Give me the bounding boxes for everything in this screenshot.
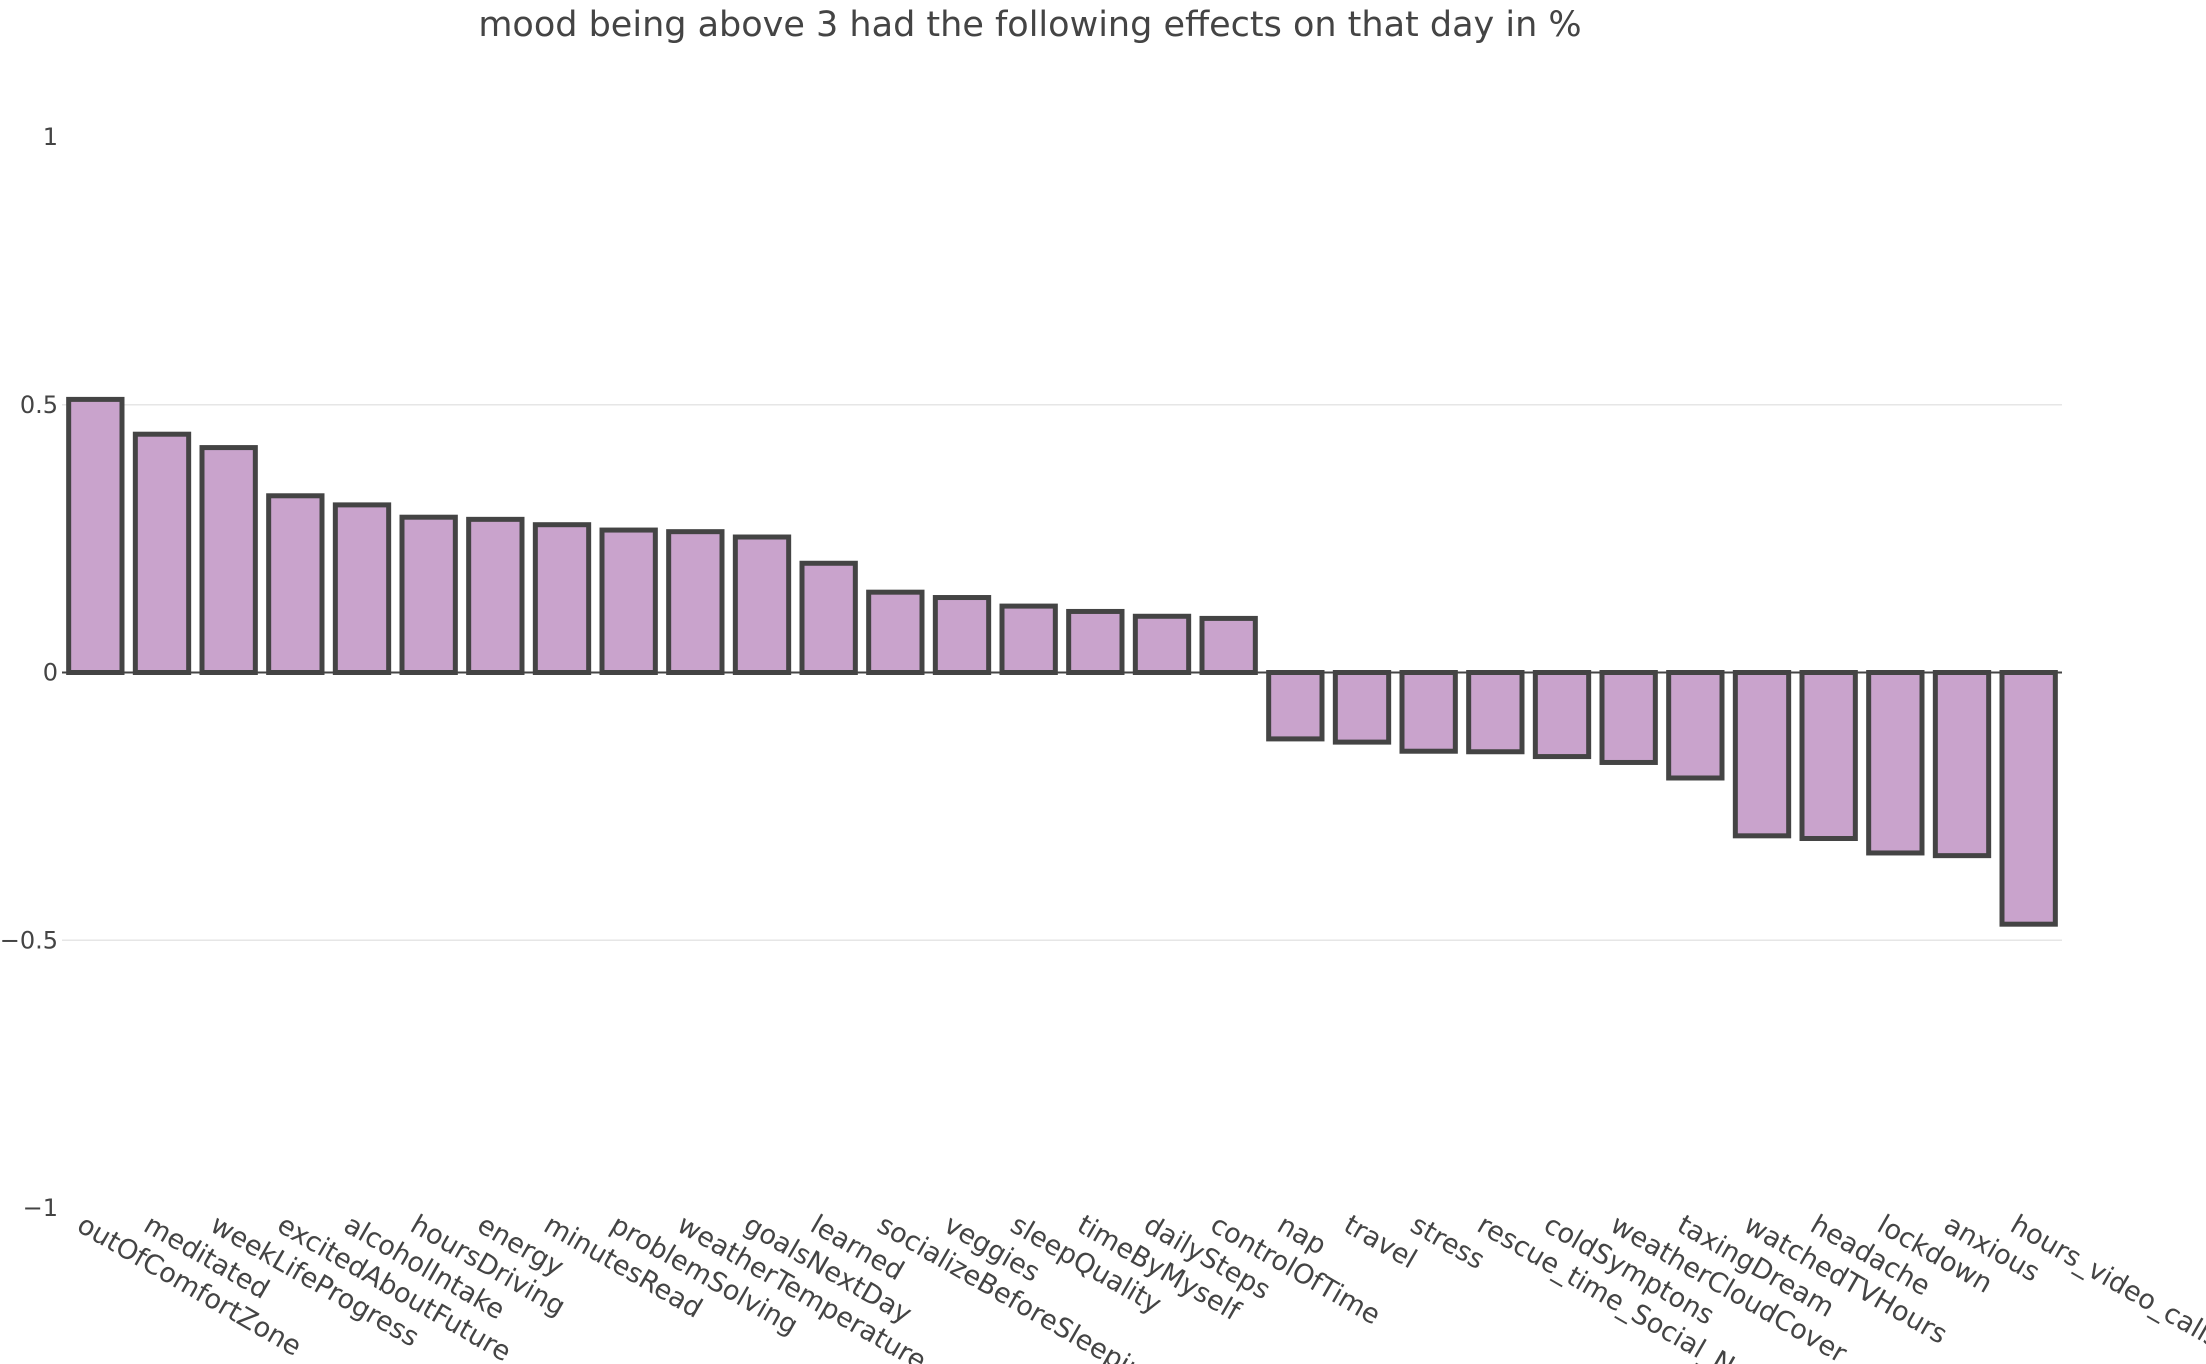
bar-weatherTemperature	[666, 529, 725, 676]
x-tick-label: stress	[1405, 1209, 1490, 1276]
bar-minutesRead	[532, 522, 592, 676]
bar-weatherCloudCover	[1599, 670, 1658, 765]
y-tick-label: 0.5	[20, 391, 58, 419]
y-tick-label: 1	[43, 123, 58, 151]
bar-nap	[1266, 670, 1325, 742]
bar-hours_video_calls	[1999, 670, 2058, 927]
bar-headache	[1799, 670, 1858, 842]
bar-rescue_time_Social_Netwo	[1466, 670, 1525, 755]
bar-watchedTVHours	[1732, 670, 1792, 839]
gridlines	[62, 404, 2062, 941]
bar-taxingDream	[1666, 670, 1725, 781]
bar-problemSolving	[599, 527, 658, 675]
x-tick-label: hours_video_calls	[2005, 1209, 2206, 1354]
bar-outOfComfortZone	[66, 396, 125, 675]
bar-anxious	[1932, 670, 1992, 859]
bar-socializeBeforeSleeping	[866, 589, 925, 675]
chart-title: mood being above 3 had the following eff…	[478, 5, 1581, 45]
y-tick-label: 0	[43, 659, 58, 687]
y-tick-label: −0.5	[0, 926, 58, 954]
bar-travel	[1332, 670, 1392, 745]
y-tick-label: −1	[23, 1194, 58, 1222]
bar-dailySteps	[1132, 613, 1192, 676]
bar-stress	[1399, 670, 1458, 754]
bar-energy	[466, 516, 525, 675]
bar-alcoholIntake	[332, 502, 392, 675]
bar-meditated	[132, 431, 192, 676]
bar-goalsNextDay	[732, 534, 792, 675]
bar-sleepQuality	[999, 603, 1058, 676]
bar-excitedAboutFuture	[266, 493, 325, 675]
x-tick-label: travel	[1339, 1209, 1422, 1275]
x-axis-labels: outOfComfortZonemeditatedweekLifeProgres…	[72, 1209, 2206, 1364]
bar-coldSymptons	[1532, 670, 1592, 760]
bars	[66, 396, 2058, 927]
bar-controlOfTime	[1199, 615, 1258, 675]
bar-weekLifeProgress	[199, 445, 258, 675]
bar-timeByMyself	[1066, 608, 1125, 676]
bar-veggies	[932, 595, 992, 676]
bar-lockdown	[1866, 670, 1925, 856]
bar-learned	[799, 560, 858, 675]
y-axis-ticks: −1 −0.5 0 0.5 1	[0, 123, 58, 1222]
bar-hoursDriving	[399, 514, 458, 676]
